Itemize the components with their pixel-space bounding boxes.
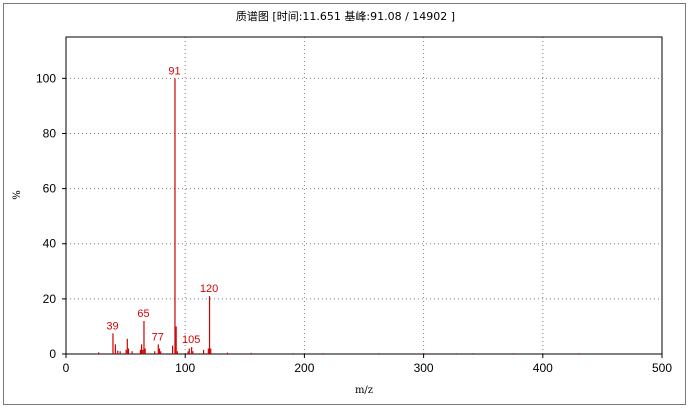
peak-label-39: 39 <box>106 320 118 332</box>
x-tick-label: 200 <box>294 361 314 375</box>
spectrum-peaks <box>98 78 580 354</box>
y-tick-label: 60 <box>43 182 57 196</box>
x-axis-title: m/z <box>355 385 373 396</box>
y-tick-label: 20 <box>43 292 57 306</box>
peak-label-91: 91 <box>168 65 180 77</box>
y-tick-label: 0 <box>49 347 56 361</box>
y-tick-label: 80 <box>43 126 57 140</box>
chart-title-info: [时间:11.651 基峰:91.08 / 14902 ] <box>272 10 456 23</box>
peak-label-105: 105 <box>182 334 200 346</box>
y-axis-title: % <box>12 190 23 200</box>
peak-label-120: 120 <box>200 283 218 295</box>
x-tick-label: 500 <box>652 361 672 375</box>
chart-frame <box>3 3 686 405</box>
x-tick-label: 0 <box>63 361 70 375</box>
x-tick-label: 300 <box>414 361 434 375</box>
chart-title: 质谱图 [时间:11.651 基峰:91.08 / 14902 ] <box>0 8 691 24</box>
y-tick-label: 40 <box>43 237 57 251</box>
x-tick-label: 100 <box>175 361 195 375</box>
axis-ticks: 0 100 200 300 400 500 0 20 40 60 80 100 <box>36 71 672 375</box>
peak-label-77: 77 <box>152 331 164 343</box>
plot-area <box>65 36 663 355</box>
grid-lines <box>66 37 662 354</box>
chart-title-prefix: 质谱图 <box>235 10 269 23</box>
y-tick-label: 100 <box>36 71 56 85</box>
x-tick-label: 400 <box>533 361 553 375</box>
peak-label-65: 65 <box>137 308 149 320</box>
